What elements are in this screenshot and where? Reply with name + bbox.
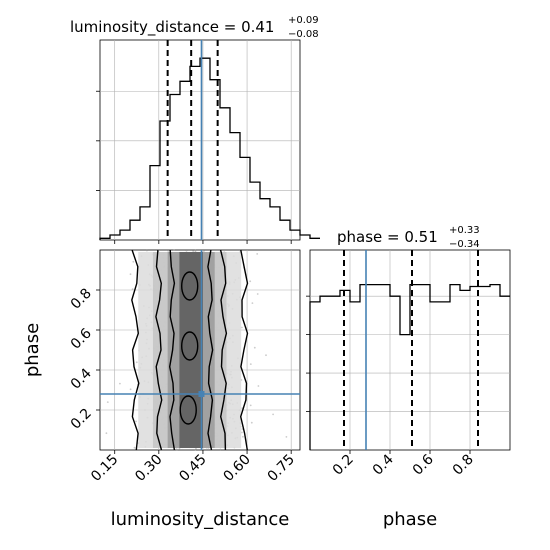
scatter-point (135, 420, 138, 423)
xlabel-phase: phase (383, 509, 437, 530)
scatter-point (175, 449, 178, 451)
ytick-label-phase: 0.8 (68, 286, 95, 313)
xtick-label-luminosity-distance: 0.30 (132, 452, 165, 485)
xtick-label-luminosity-distance: 0.60 (221, 452, 254, 485)
scatter-point (253, 346, 256, 349)
scatter-point (106, 401, 109, 403)
ytick-label-phase: 0.4 (68, 365, 95, 392)
scatter-point (135, 361, 138, 364)
title-phase-minus: −0.34 (449, 239, 480, 250)
title-luminosity-distance-plus: +0.09 (288, 15, 319, 26)
scatter-point (129, 388, 132, 391)
truth-marker (198, 391, 205, 397)
scatter-point (285, 436, 288, 438)
scatter-point (167, 250, 170, 252)
title-luminosity-distance-minus: −0.08 (288, 29, 319, 40)
scatter-point (192, 250, 195, 253)
panel-phase-hist (309, 249, 511, 451)
ytick-label-phase: 0.2 (68, 406, 95, 433)
histogram-phase (309, 283, 510, 450)
histogram-luminosity-distance (99, 57, 320, 240)
xtick-label-luminosity-distance: 0.75 (265, 452, 298, 485)
ylabel-phase: phase (22, 323, 43, 377)
scatter-point (203, 250, 205, 252)
contour-line (131, 249, 140, 451)
scatter-point (133, 446, 136, 449)
xtick-label-phase: 0.8 (450, 452, 477, 479)
scatter-point (241, 326, 243, 329)
scatter-point (249, 280, 252, 283)
contour-line (219, 249, 228, 451)
contour-blob (181, 271, 199, 301)
contour-line (239, 249, 249, 451)
scatter-point (256, 253, 259, 255)
title-phase: phase = 0.51 (337, 228, 438, 246)
xtick-label-luminosity-distance: 0.15 (88, 452, 121, 485)
title-phase-plus: +0.33 (449, 225, 480, 236)
scatter-point (173, 249, 176, 252)
scatter-point (194, 448, 197, 451)
contour-blob (179, 395, 197, 425)
scatter-point (249, 363, 252, 365)
scatter-point (241, 428, 244, 430)
scatter-point (132, 260, 135, 263)
xtick-label-phase: 0.4 (370, 451, 397, 478)
scatter-point (265, 354, 267, 357)
scatter-point (131, 288, 134, 290)
title-luminosity-distance: luminosity_distance = 0.41 (70, 18, 274, 37)
density-band (179, 252, 203, 448)
contour-line (207, 249, 214, 451)
scatter-point (242, 435, 244, 438)
scatter-point (129, 273, 132, 276)
scatter-point (251, 302, 254, 304)
scatter-point (146, 249, 148, 252)
scatter-point (257, 385, 260, 387)
scatter-point (241, 431, 243, 434)
xtick-label-phase: 0.6 (410, 451, 437, 478)
scatter-point (219, 448, 222, 451)
panel-2d-contour (99, 249, 301, 451)
xlabel-luminosity-distance: luminosity_distance (111, 509, 290, 530)
scatter-point (119, 382, 121, 385)
scatter-point (250, 421, 253, 424)
scatter-point (185, 250, 188, 252)
scatter-point (207, 448, 210, 451)
xtick-label-phase: 0.2 (330, 452, 357, 479)
scatter-point (105, 432, 108, 435)
scatter-point (249, 404, 252, 407)
contour-line (155, 249, 163, 451)
contour-blob (181, 331, 199, 361)
ytick-label-phase: 0.6 (68, 325, 95, 352)
xtick-label-luminosity-distance: 0.45 (176, 452, 209, 485)
contour-line (168, 249, 176, 451)
scatter-point (256, 293, 259, 295)
scatter-point (272, 413, 274, 416)
scatter-point (194, 250, 197, 253)
panel-luminosity-distance-hist (99, 39, 301, 241)
